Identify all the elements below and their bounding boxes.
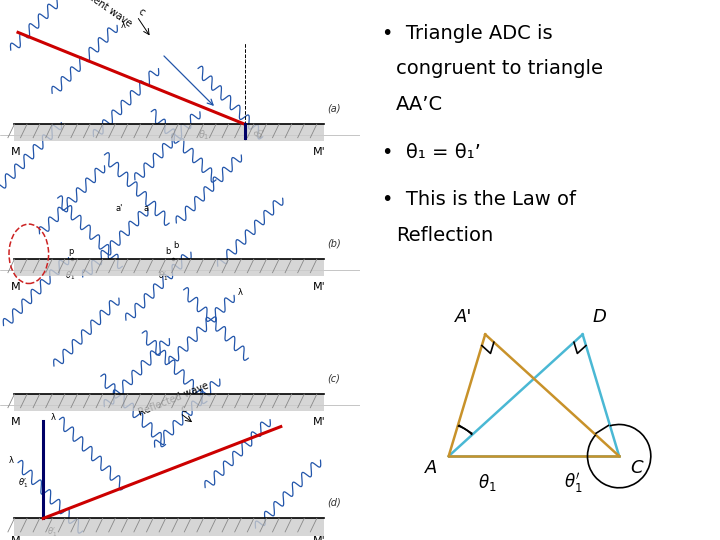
Text: M': M' bbox=[313, 282, 326, 292]
Text: (c): (c) bbox=[328, 373, 341, 383]
FancyBboxPatch shape bbox=[14, 394, 324, 411]
Text: $\theta_1$: $\theta_1$ bbox=[65, 269, 75, 281]
Text: AA’C: AA’C bbox=[396, 95, 443, 114]
Text: •  θ₁ = θ₁’: • θ₁ = θ₁’ bbox=[382, 143, 480, 161]
Text: M: M bbox=[11, 417, 20, 427]
Text: $\theta_1$: $\theta_1$ bbox=[478, 472, 497, 493]
Text: $\theta_1$: $\theta_1$ bbox=[198, 127, 210, 141]
Text: •  This is the Law of: • This is the Law of bbox=[382, 190, 575, 209]
Text: M: M bbox=[11, 147, 20, 157]
FancyBboxPatch shape bbox=[14, 518, 324, 536]
Text: D: D bbox=[593, 308, 607, 326]
Text: λ: λ bbox=[50, 413, 55, 422]
Text: λ: λ bbox=[9, 456, 14, 465]
Text: A: A bbox=[426, 459, 438, 477]
Text: Incident wave: Incident wave bbox=[72, 0, 134, 29]
Text: b: b bbox=[173, 241, 178, 251]
Text: λ: λ bbox=[238, 288, 243, 298]
Text: $\theta_1'$: $\theta_1'$ bbox=[18, 477, 28, 490]
Text: a: a bbox=[144, 204, 149, 213]
Text: $\theta_1'$: $\theta_1'$ bbox=[564, 471, 582, 495]
Text: (b): (b) bbox=[328, 238, 341, 248]
FancyBboxPatch shape bbox=[14, 259, 324, 276]
Text: c: c bbox=[137, 7, 147, 18]
Text: M': M' bbox=[313, 147, 326, 157]
Text: $\theta_1'$: $\theta_1'$ bbox=[158, 269, 168, 282]
Text: M: M bbox=[11, 282, 20, 292]
Text: M: M bbox=[11, 536, 20, 540]
FancyBboxPatch shape bbox=[14, 124, 324, 141]
Text: (a): (a) bbox=[328, 103, 341, 113]
Text: c: c bbox=[180, 404, 189, 415]
Text: $\theta_1'$: $\theta_1'$ bbox=[47, 525, 57, 539]
Text: M': M' bbox=[313, 536, 326, 540]
Text: congruent to triangle: congruent to triangle bbox=[396, 59, 603, 78]
Text: λ: λ bbox=[121, 21, 125, 30]
Text: $\theta_1$: $\theta_1$ bbox=[252, 125, 268, 139]
Text: a': a' bbox=[115, 204, 122, 213]
Text: •  Triangle ADC is: • Triangle ADC is bbox=[382, 24, 552, 43]
Text: M': M' bbox=[313, 417, 326, 427]
Text: Reflection: Reflection bbox=[396, 226, 493, 245]
Text: b: b bbox=[166, 247, 171, 256]
Text: (d): (d) bbox=[328, 497, 341, 508]
Text: C: C bbox=[630, 459, 642, 477]
Text: p: p bbox=[68, 247, 73, 256]
Text: A': A' bbox=[454, 308, 472, 326]
Text: Reflected wave: Reflected wave bbox=[137, 381, 210, 418]
